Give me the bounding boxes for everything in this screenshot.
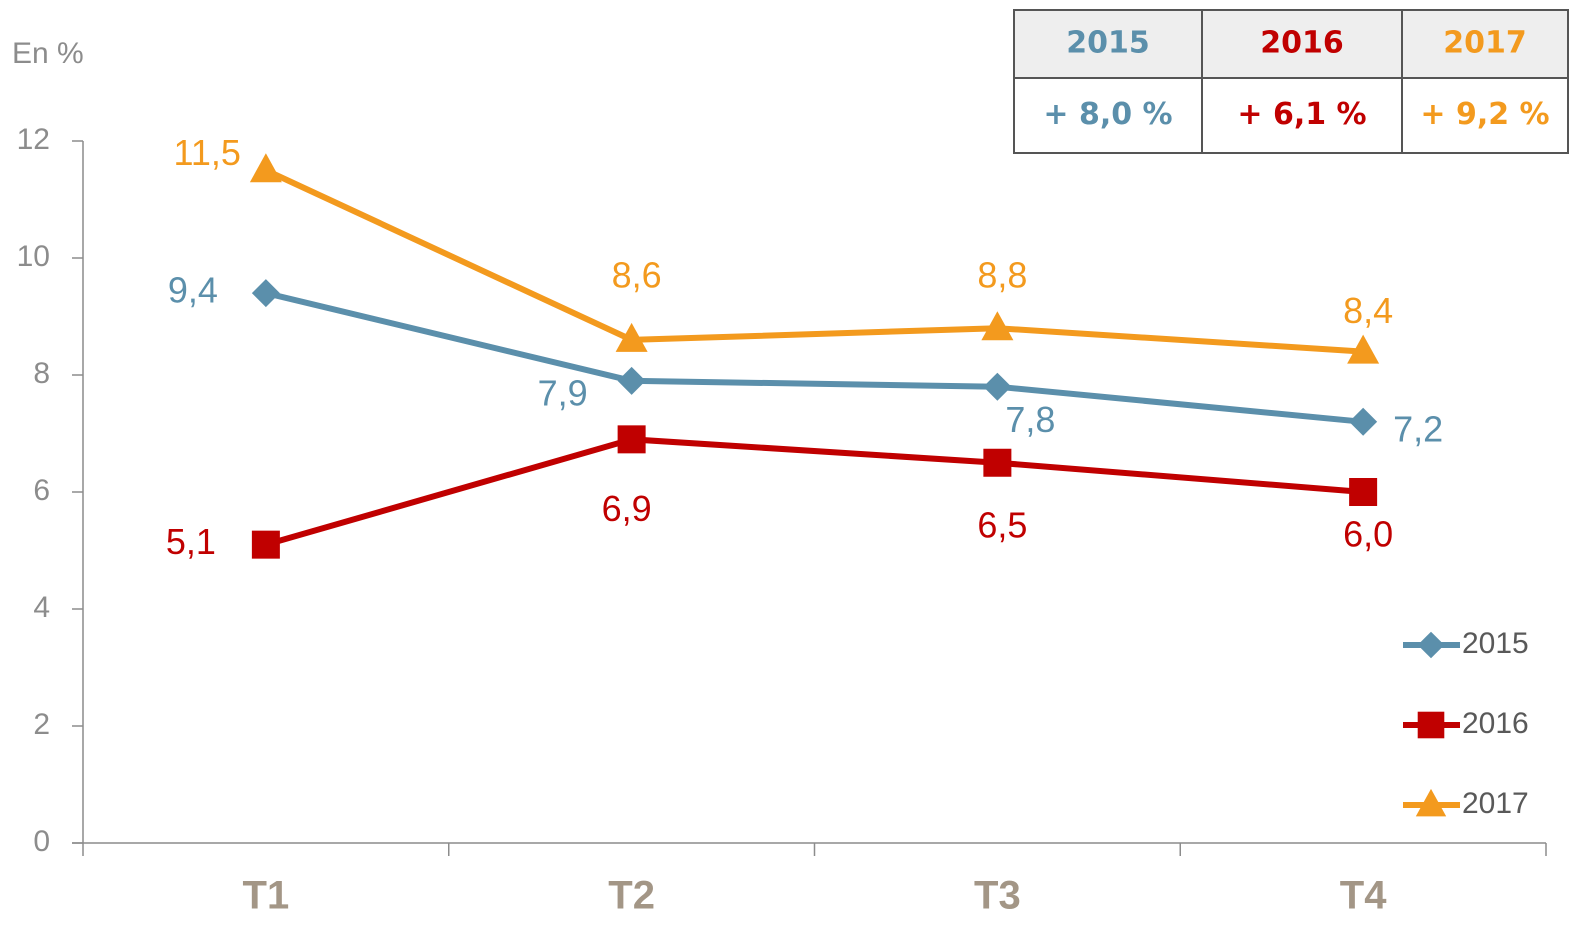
y-tick-label: 2 [33,708,50,741]
table-header-bg [1014,10,1568,78]
line [265,290,1364,425]
marker [1349,407,1378,436]
table-cell: + 6,1 % [1237,97,1366,132]
line [265,436,1364,548]
y-axis-label: En % [12,37,84,70]
data-label: 11,5 [173,132,240,173]
legend-label: 2017 [1462,787,1529,820]
marker [1415,788,1447,817]
data-label: 8,4 [1343,290,1393,331]
table-header: 2016 [1260,26,1344,61]
y-tick-label: 4 [33,591,50,624]
data-label: 6,0 [1343,514,1393,555]
x-tick-label: T3 [974,874,1021,918]
y-tick-label: 8 [33,357,50,390]
data-label: 6,5 [977,504,1027,545]
marker [1417,711,1445,739]
x-tick-label: T1 [243,874,290,918]
data-label: 5,1 [166,521,216,562]
marker [617,366,646,395]
legend-label: 2015 [1462,627,1529,660]
data-label: 7,9 [538,372,588,413]
data-label: 7,8 [1005,399,1055,440]
data-label: 7,2 [1393,408,1443,449]
x-tick-label: T4 [1340,874,1387,918]
marker [1347,334,1380,364]
table-cell: + 8,0 % [1043,97,1172,132]
marker [1349,478,1378,506]
data-label: 8,6 [612,254,662,295]
marker [251,279,280,308]
marker [249,153,282,183]
marker [983,448,1012,477]
marker [1417,631,1445,659]
y-tick-label: 0 [33,825,50,858]
marker [983,372,1012,401]
table-header: 2017 [1443,26,1527,61]
data-label: 6,9 [602,488,652,529]
table-header: 2015 [1066,26,1150,61]
data-label: 9,4 [168,270,218,311]
y-tick-label: 6 [33,474,50,507]
data-label: 8,8 [977,255,1027,296]
marker [981,311,1014,341]
x-tick-label: T2 [608,874,655,918]
line [264,167,1364,355]
marker [251,530,280,559]
table-cell: + 9,2 % [1420,97,1549,132]
legend-label: 2016 [1462,707,1529,740]
y-tick-label: 10 [17,240,50,273]
table-border [1013,9,1569,154]
marker [615,322,648,352]
y-tick-label: 12 [17,123,50,156]
marker [617,425,646,454]
